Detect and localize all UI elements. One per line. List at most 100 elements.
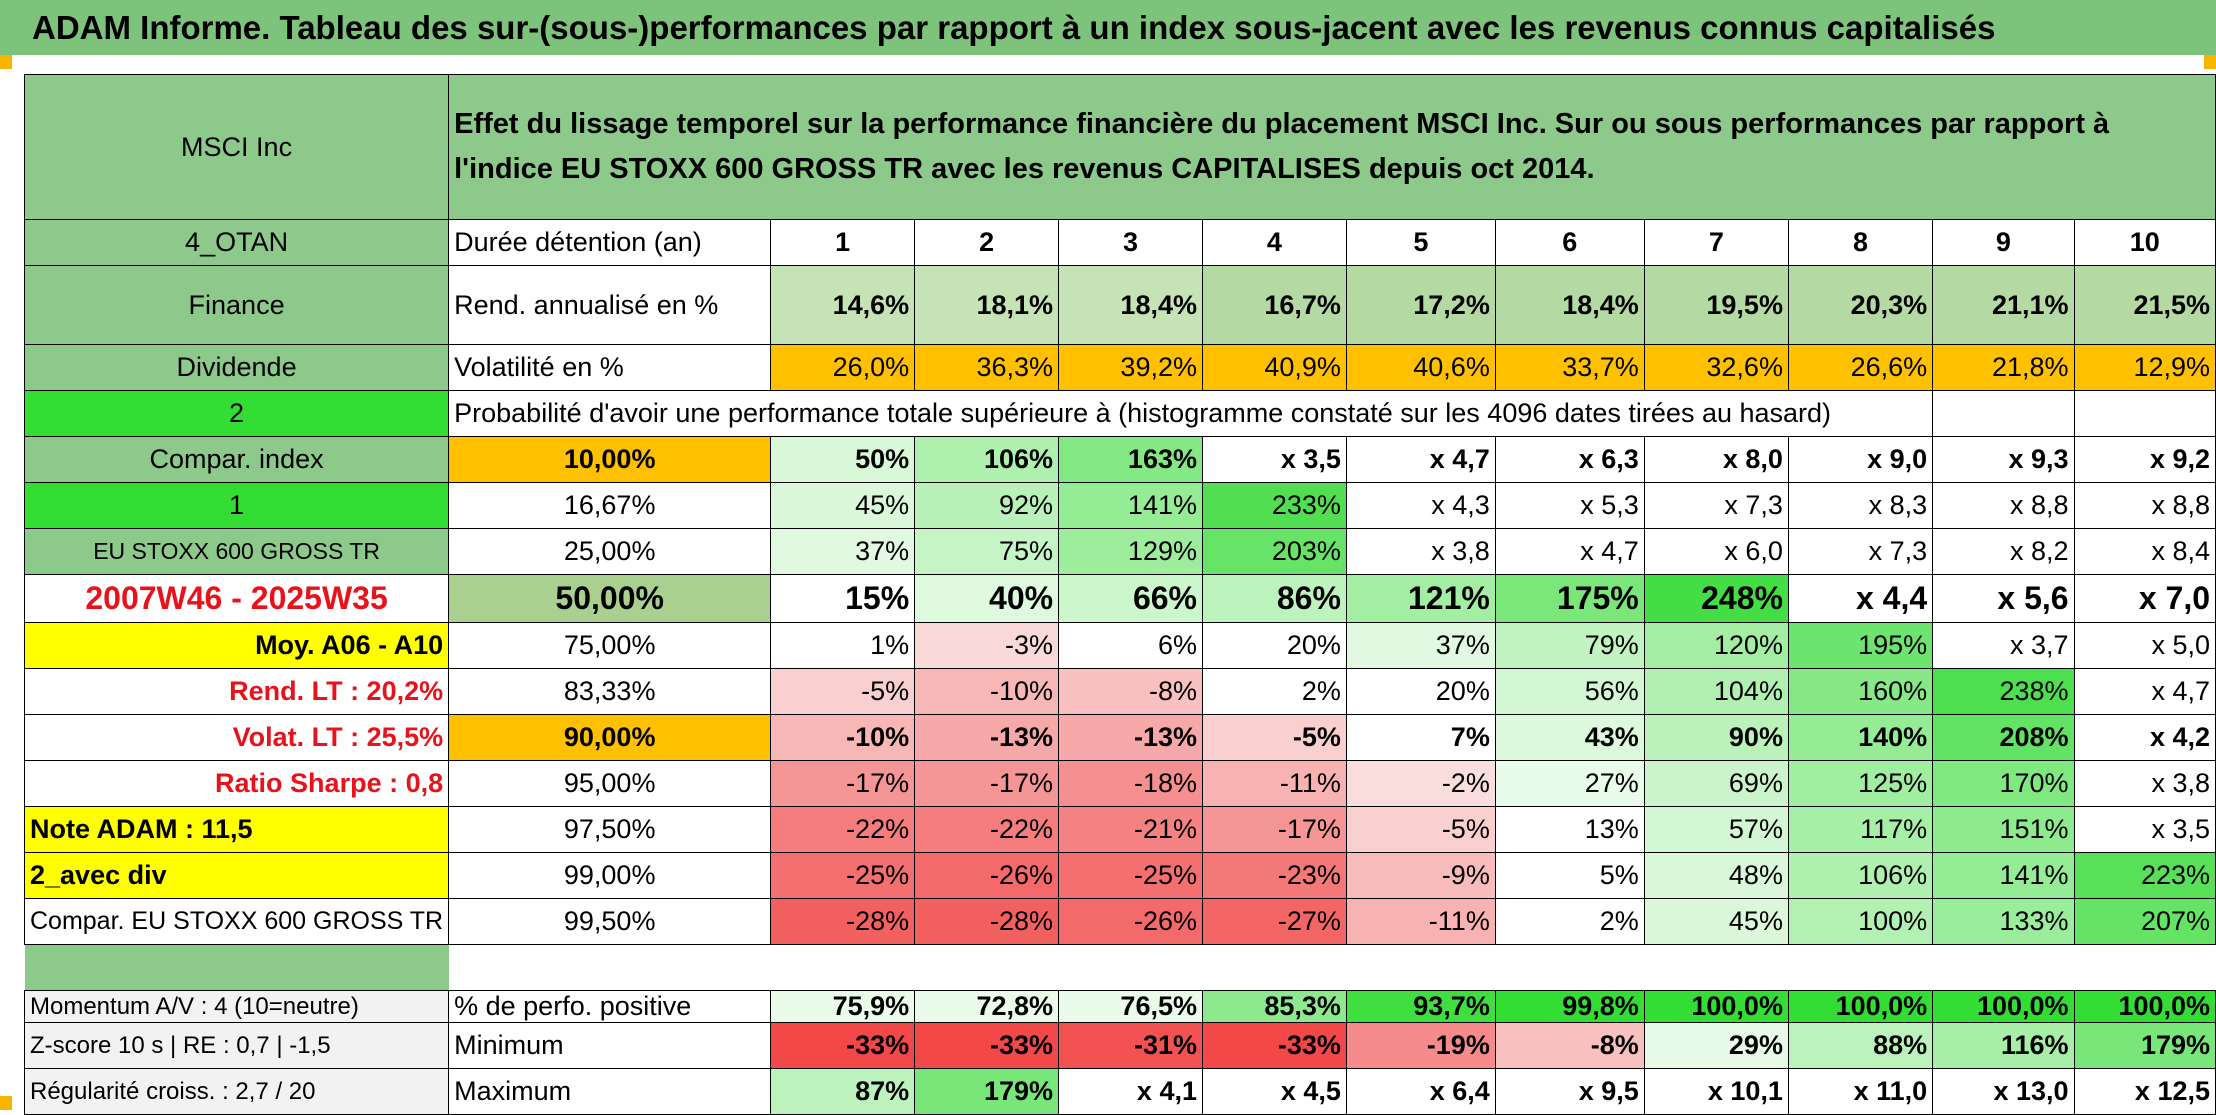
perf-cell: x 3,5	[1201, 436, 1347, 483]
perf-cell: 69%	[1643, 760, 1789, 807]
row-label: Minimum	[448, 1022, 772, 1069]
stat-cell: 179%	[2073, 1022, 2216, 1069]
corner-marker	[0, 1096, 12, 1110]
year-header: 3	[1058, 219, 1203, 266]
year-header: 7	[1643, 219, 1789, 266]
year-header: 6	[1494, 219, 1645, 266]
table-row: Momentum A/V : 4 (10=neutre)% de perfo. …	[23, 990, 2216, 1023]
perf-cell: -28%	[770, 898, 916, 945]
perf-cell: 50%	[770, 436, 916, 483]
percentile-cell: 50,00%	[448, 574, 772, 623]
year-header: 1	[770, 219, 916, 266]
stat-info: Z-score 10 s | RE : 0,7 | -1,5	[23, 1022, 450, 1069]
perf-cell: 2%	[1201, 668, 1347, 715]
perf-cell: 43%	[1494, 714, 1645, 761]
stat-cell: 179%	[914, 1068, 1060, 1115]
table-row: Z-score 10 s | RE : 0,7 | -1,5 Minimum -33…	[23, 1022, 2216, 1069]
spacer-cell	[1495, 944, 1645, 991]
stat-cell: 93,7%	[1345, 990, 1496, 1023]
stat-info: Régularité croiss. : 2,7 / 20	[23, 1068, 450, 1115]
perf-cell: 40%	[914, 574, 1060, 623]
stat-cell: x 6,4	[1345, 1068, 1496, 1115]
table-row: Rend. LT : 20,2% 83,33% -5% -10% -8% 2% 20% 56%…	[23, 668, 2216, 715]
table-row: Ratio Sharpe : 0,8 95,00% -17% -17% -18% -11%…	[23, 760, 2216, 807]
spacer-cell	[1932, 944, 2075, 991]
return-cell: 14,6%	[770, 265, 916, 345]
perf-cell: 2%	[1494, 898, 1645, 945]
table-row: 2_avec div 99,00% -25% -26% -25% -23% -9% 5% 48%…	[23, 852, 2216, 899]
info-label: 2_avec div	[23, 852, 450, 899]
table-row: 4_OTAN Durée détention (an) 1 2 3 4 5 6 7 8 9 10	[23, 219, 2216, 266]
perf-cell: 106%	[1787, 852, 1934, 899]
perf-cell: 129%	[1058, 528, 1203, 575]
perf-cell: x 7,0	[2073, 574, 2216, 623]
perf-cell: 66%	[1058, 574, 1203, 623]
stat-cell: x 4,1	[1058, 1068, 1203, 1115]
perf-cell: x 3,7	[1932, 622, 2075, 669]
perf-cell: -22%	[770, 806, 916, 853]
perf-cell: x 9,0	[1787, 436, 1934, 483]
perf-cell: -23%	[1201, 852, 1347, 899]
stat-cell: 116%	[1932, 1022, 2075, 1069]
table-row: MSCI Inc Effet du lissage temporel sur la…	[23, 74, 2216, 220]
volatility-cell: 39,2%	[1058, 344, 1203, 391]
perf-cell: 56%	[1494, 668, 1645, 715]
stat-cell: 87%	[770, 1068, 916, 1115]
perf-cell: 45%	[1643, 898, 1789, 945]
year-header: 2	[914, 219, 1060, 266]
spacer-cell	[1058, 944, 1203, 991]
perf-cell: 120%	[1643, 622, 1789, 669]
percentile-cell: 83,33%	[448, 668, 772, 715]
percentile-cell: 99,50%	[448, 898, 772, 945]
stock-name: MSCI Inc	[23, 74, 450, 220]
perf-cell: x 3,8	[2073, 760, 2216, 807]
stat-cell: x 13,0	[1932, 1068, 2075, 1115]
spacer-cell	[1644, 944, 1789, 991]
perf-cell: 90%	[1643, 714, 1789, 761]
perf-cell: -3%	[914, 622, 1060, 669]
spacer-cell	[914, 944, 1059, 991]
row-label: Maximum	[448, 1068, 772, 1115]
spacer-cell	[1788, 944, 1933, 991]
row-label: Durée détention (an)	[448, 219, 772, 266]
perf-cell: 248%	[1643, 574, 1789, 623]
info-label: 2	[23, 390, 450, 437]
year-header: 5	[1345, 219, 1496, 266]
volatility-cell: 33,7%	[1494, 344, 1645, 391]
info-label: Compar. EU STOXX 600 GROSS TR	[23, 898, 450, 945]
perf-cell: -22%	[914, 806, 1060, 853]
perf-cell: x 4,2	[2073, 714, 2216, 761]
stat-cell: 76,5%	[1058, 990, 1203, 1023]
table-row: EU STOXX 600 GROSS TR 25,00% 37% 75% 129% 203…	[23, 528, 2216, 575]
info-label: Compar. index	[23, 436, 450, 483]
table-row: 2007W46 - 2025W35 50,00% 15% 40% 66% 86% 121% 1…	[23, 574, 2216, 623]
info-label: Ratio Sharpe : 0,8	[23, 760, 450, 807]
perf-cell: 27%	[1494, 760, 1645, 807]
perf-cell: 121%	[1345, 574, 1496, 623]
volatility-cell: 12,9%	[2073, 344, 2216, 391]
perf-cell: -18%	[1058, 760, 1203, 807]
stat-cell: 72,8%	[914, 990, 1060, 1023]
info-label: Rend. LT : 20,2%	[23, 668, 450, 715]
spacer-cell	[24, 944, 449, 991]
perf-cell: x 4,7	[1345, 436, 1496, 483]
perf-cell: 45%	[770, 482, 916, 529]
perf-cell: 141%	[1932, 852, 2075, 899]
stat-cell: 100,0%	[1932, 990, 2075, 1023]
stat-cell: 75,9%	[770, 990, 916, 1023]
perf-cell: x 8,3	[1787, 482, 1934, 529]
spacer-cell	[1202, 944, 1347, 991]
perf-cell: -13%	[914, 714, 1060, 761]
perf-cell: -13%	[1058, 714, 1203, 761]
percentile-cell: 90,00%	[448, 714, 772, 761]
perf-cell: -17%	[1201, 806, 1347, 853]
perf-cell: -17%	[914, 760, 1060, 807]
table-row: Moy. A06 - A10 75,00% 1% -3% 6% 20% 37% 79% 120%…	[23, 622, 2216, 669]
stat-cell: -19%	[1345, 1022, 1496, 1069]
perf-cell: -27%	[1201, 898, 1347, 945]
perf-cell: 92%	[914, 482, 1060, 529]
volatility-cell: 36,3%	[914, 344, 1060, 391]
stat-cell: x 9,5	[1494, 1068, 1645, 1115]
perf-cell: -26%	[914, 852, 1060, 899]
percentile-cell: 75,00%	[448, 622, 772, 669]
